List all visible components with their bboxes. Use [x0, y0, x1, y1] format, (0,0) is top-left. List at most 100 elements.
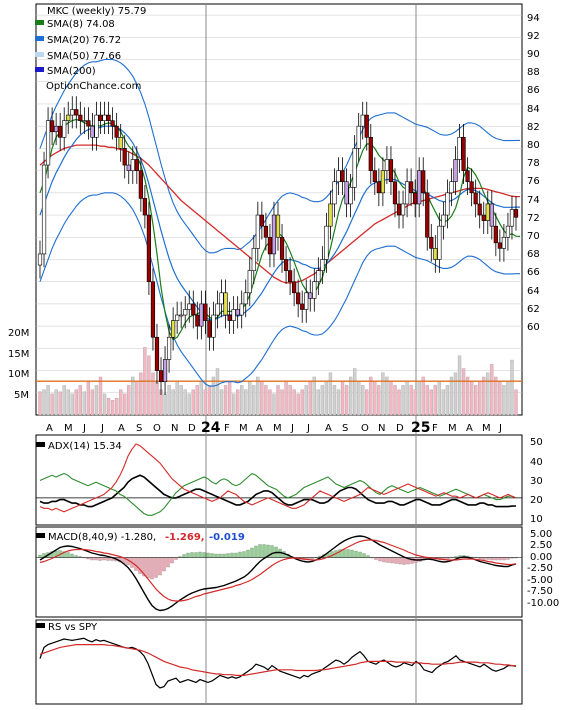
candle-body: [501, 236, 506, 249]
volume-bar: [123, 393, 127, 416]
x-tick-label: S: [342, 423, 348, 434]
volume-bar: [264, 385, 268, 416]
rs-header: RS vs SPY: [36, 622, 98, 633]
macd-value-red: -1.269,: [165, 532, 205, 543]
candle-body: [126, 164, 131, 171]
candle-body: [340, 170, 345, 183]
candle-body: [142, 198, 147, 216]
candle-body: [146, 214, 152, 283]
macd-histogram-bar: [254, 545, 258, 558]
candle-body: [207, 320, 212, 338]
macd-histogram-bar: [398, 557, 402, 565]
macd-tick-label: -10.00: [527, 598, 559, 609]
volume-bar: [280, 389, 284, 416]
candle-body: [376, 181, 381, 194]
macd-histogram-bar: [170, 557, 174, 564]
volume-bar: [195, 385, 199, 416]
macd-histogram-bar: [346, 549, 350, 558]
candle-body: [392, 181, 398, 205]
price-tick-label: 64: [527, 286, 540, 297]
candle-body: [211, 314, 216, 338]
macd-tick-label: -5.00: [527, 575, 553, 586]
volume-bar: [236, 389, 240, 416]
candle-body: [175, 314, 180, 321]
volume-bar: [401, 385, 405, 416]
volume-bar: [312, 376, 316, 416]
price-tick-label: 86: [527, 85, 540, 96]
volume-bar: [260, 381, 264, 416]
candle-body: [360, 114, 365, 127]
rs-average-line: [39, 643, 516, 677]
candle-body: [106, 114, 111, 121]
adx-label: ADX(14) 15.34: [48, 441, 122, 452]
candle-body: [505, 225, 511, 238]
volume-bar: [421, 376, 425, 416]
macd-histogram-bar: [242, 551, 246, 558]
macd-histogram-bar: [410, 557, 414, 564]
volume-bar: [256, 376, 260, 416]
candle-body: [223, 292, 228, 316]
candle-body: [110, 120, 115, 127]
volume-bar: [215, 368, 220, 416]
volume-bar: [316, 389, 320, 416]
macd-histogram-bar: [382, 557, 386, 563]
candle-body: [247, 270, 252, 294]
volume-bar: [417, 381, 421, 416]
volume-bar: [445, 385, 450, 416]
volume-bar: [409, 385, 413, 416]
candle-body: [154, 336, 160, 371]
volume-bar: [199, 381, 204, 416]
candle-body: [304, 292, 309, 310]
volume-bar: [433, 385, 437, 416]
volume-bar: [135, 381, 139, 416]
candlesticks: [37, 96, 519, 396]
candle-body: [485, 203, 490, 221]
watermark: OptionChance.com: [46, 81, 141, 92]
macd-histogram-bar: [378, 557, 382, 562]
x-tick-label: M: [273, 423, 282, 434]
macd-histogram-bar: [250, 547, 254, 558]
volume-bar: [288, 385, 292, 416]
candle-body: [513, 209, 519, 218]
candle-body: [388, 159, 394, 183]
macd-histogram-bar: [154, 557, 158, 578]
candle-body: [166, 336, 172, 360]
volume-bar: [453, 372, 458, 416]
macd-histogram-bar: [498, 557, 502, 561]
volume-bar: [425, 385, 429, 416]
volume-bar: [70, 393, 74, 416]
candle-body: [384, 159, 390, 171]
macd-line: [39, 535, 517, 612]
candle-body: [239, 303, 244, 316]
macd-histogram-bar: [222, 553, 226, 558]
candle-body: [344, 181, 349, 205]
macd-histogram-bar: [190, 552, 194, 558]
macd-histogram-bar: [350, 549, 354, 558]
price-tick-label: 92: [527, 31, 540, 42]
di-plus-line: [39, 472, 517, 516]
macd-label: MACD(8,40,9) -1.280,: [48, 532, 156, 543]
candle-body: [320, 259, 325, 271]
candle-body: [324, 225, 329, 260]
candle-body: [296, 292, 301, 305]
candle-body: [251, 248, 256, 271]
candle-body: [195, 314, 200, 327]
macd-histogram-bar: [206, 552, 210, 558]
volume-bar: [86, 381, 91, 416]
candle-body: [187, 303, 192, 310]
macd-histogram-bar: [258, 544, 262, 558]
candle-body: [356, 125, 361, 149]
volume-bar: [207, 385, 212, 416]
volume-bar: [292, 389, 296, 416]
macd-histogram-bar: [94, 557, 98, 561]
volume-bar: [211, 376, 216, 416]
volume-bar: [82, 391, 87, 416]
x-tick-label: J: [290, 423, 294, 434]
price-tick-label: 80: [527, 140, 540, 151]
x-tick-label: A: [118, 423, 125, 434]
candle-body: [90, 125, 95, 138]
candle-body: [179, 314, 184, 317]
candle-body: [348, 186, 353, 205]
sma20-line: [39, 125, 520, 321]
volume-tick-label: 5M: [14, 390, 29, 401]
